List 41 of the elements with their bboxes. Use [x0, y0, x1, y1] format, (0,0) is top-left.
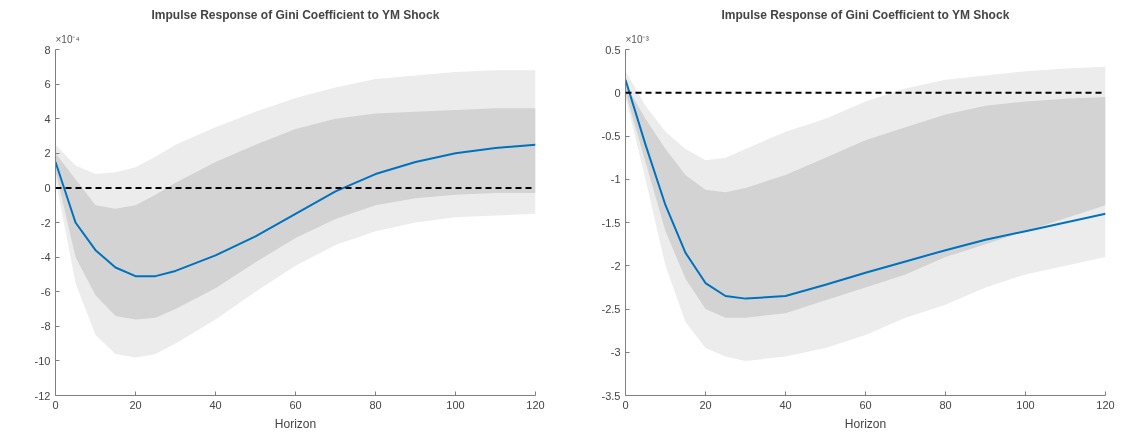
x-tick-label: 100: [446, 398, 465, 411]
y-tick-label: -2: [40, 216, 51, 229]
y-tick-label: -3: [610, 346, 621, 359]
x-axis-title: Horizon: [274, 416, 317, 431]
x-tick-label: 80: [939, 398, 952, 411]
x-tick-label: 60: [289, 398, 302, 411]
y-tick-label: 0: [614, 86, 621, 99]
y-tick-label: -10: [34, 354, 51, 367]
x-axis-title: Horizon: [844, 416, 887, 431]
x-tick-label: 20: [129, 398, 142, 411]
y-tick-label: 2: [44, 147, 51, 160]
y-tick-label: -4: [40, 251, 51, 264]
y-tick-label: 0.5: [605, 43, 621, 56]
x-tick-label: 120: [1096, 398, 1115, 411]
y-tick-label: -12: [34, 389, 51, 402]
y-tick-label: 4: [44, 112, 51, 125]
x-tick-label: 100: [1016, 398, 1035, 411]
y-tick-label: -8: [40, 320, 51, 333]
x-tick-label: 40: [209, 398, 222, 411]
y-tick-label: -1: [610, 173, 621, 186]
text: ×10⁻⁴: [55, 33, 80, 45]
x-tick-label: 120: [526, 398, 545, 411]
x-tick-label: 0: [52, 398, 59, 411]
x-tick-label: 0: [622, 398, 629, 411]
x-tick-label: 20: [699, 398, 712, 411]
y-tick-label: 8: [44, 43, 51, 56]
x-tick-label: 60: [859, 398, 872, 411]
y-tick-label: 0: [44, 181, 51, 194]
x-tick-label: 40: [779, 398, 792, 411]
text: ×10⁻³: [625, 33, 650, 45]
chart-title: Impulse Response of Gini Coefficient to YM Shock: [721, 7, 1010, 22]
y-tick-label: -0.5: [601, 130, 621, 142]
y-tick-label: -3.5: [601, 389, 621, 402]
y-tick-label: -6: [40, 285, 51, 298]
line-series: [55, 143, 536, 278]
chart-title: Impulse Response of Gini Coefficient to YM Shock: [151, 7, 440, 22]
x-tick-label: 80: [369, 398, 382, 411]
y-tick-label: -2.5: [601, 303, 621, 315]
y-tick-label: -1.5: [601, 216, 621, 229]
y-tick-label: 6: [44, 78, 51, 91]
y-tick-label: -2: [610, 259, 621, 272]
